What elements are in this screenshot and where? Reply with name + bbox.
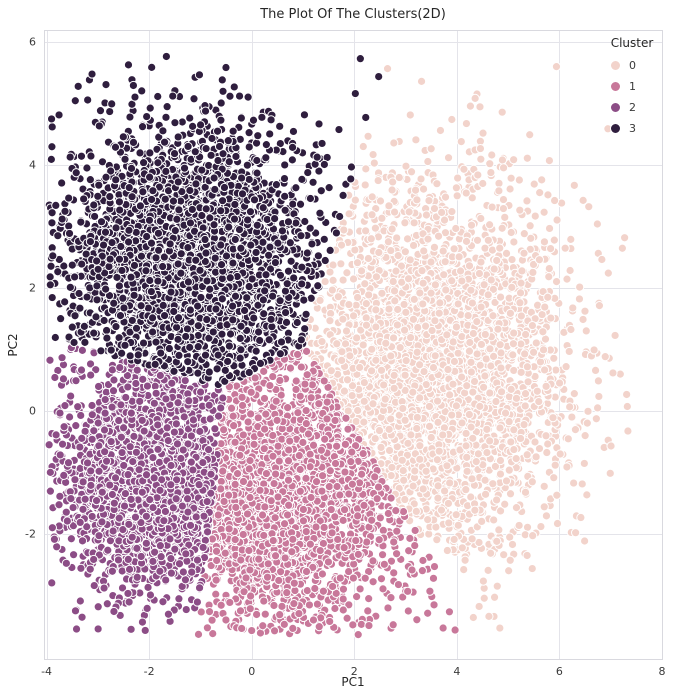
y-tick-label: -2: [25, 527, 36, 541]
legend-marker-3-icon: [610, 123, 621, 134]
legend-entry: 0: [597, 55, 667, 76]
legend-entry-label: 0: [629, 59, 636, 72]
x-tick-label: 2: [350, 665, 358, 678]
x-tick-label: 8: [658, 665, 666, 678]
legend-entry-label: 2: [629, 101, 636, 114]
legend-entry-label: 3: [629, 122, 636, 135]
legend-title: Cluster: [610, 36, 654, 50]
x-tick-label: -4: [41, 665, 53, 678]
y-tick-label: 4: [29, 158, 36, 172]
legend: Cluster 0 1 2 3: [597, 36, 667, 139]
chart-title: The Plot Of The Clusters(2D): [260, 7, 446, 22]
y-axis-label: PC2: [6, 333, 20, 357]
legend-marker-1-icon: [610, 81, 621, 92]
x-tick-label: 4: [453, 665, 461, 678]
y-tick-label: 6: [29, 35, 36, 49]
legend-entry: 2: [597, 97, 667, 118]
y-tick-label: 2: [29, 281, 36, 295]
legend-entry-label: 1: [629, 80, 636, 93]
x-tick-label: -2: [143, 665, 155, 678]
legend-entry: 3: [597, 118, 667, 139]
x-axis-label: PC1: [341, 675, 365, 689]
legend-marker-0-icon: [610, 60, 621, 71]
x-tick-label: 0: [248, 665, 256, 678]
scatter-plot-canvas: [44, 30, 663, 660]
legend-marker-2-icon: [610, 102, 621, 113]
y-tick-label: 0: [29, 404, 36, 418]
x-tick-label: 6: [555, 665, 563, 678]
legend-entry: 1: [597, 76, 667, 97]
